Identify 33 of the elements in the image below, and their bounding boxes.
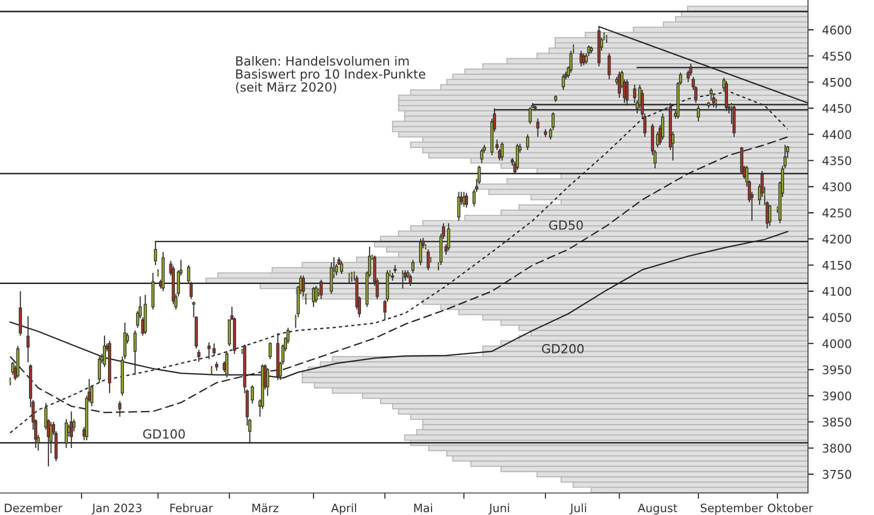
x-tick-label: April bbox=[331, 503, 356, 514]
series-label: GD200 bbox=[542, 344, 584, 354]
x-tick-label: Dezember bbox=[4, 503, 63, 512]
y-tick-label: 4200 bbox=[822, 234, 852, 244]
x-tick-label: Oktober bbox=[768, 503, 814, 512]
y-tick-label: 4000 bbox=[822, 339, 852, 348]
x-tick-label: Jan 2023 bbox=[92, 504, 142, 514]
y-tick-label: 3800 bbox=[822, 444, 852, 453]
y-tick-label: 4550 bbox=[822, 52, 852, 61]
y-tick-label: 4350 bbox=[822, 156, 852, 166]
x-tick-label: Mai bbox=[414, 503, 432, 512]
y-tick-label: 3900 bbox=[822, 391, 852, 400]
x-tick-label: Juni bbox=[488, 503, 509, 514]
y-tick-label: 4100 bbox=[822, 286, 852, 296]
x-tick-label: Juli bbox=[570, 503, 586, 514]
y-tick-label: 4450 bbox=[822, 104, 852, 113]
x-tick-label: Februar bbox=[170, 503, 214, 512]
y-tick-label: 3950 bbox=[822, 365, 852, 374]
y-tick-label: 3750 bbox=[822, 470, 852, 479]
y-tick-label: 4250 bbox=[822, 208, 852, 218]
y-tick-label: 4400 bbox=[822, 130, 852, 140]
x-tick-label: August bbox=[638, 504, 678, 514]
y-tick-label: 4050 bbox=[822, 313, 852, 322]
x-tick-label: März bbox=[252, 503, 278, 512]
y-tick-label: 4150 bbox=[822, 260, 852, 270]
annotation: Balken: Handelsvolumen im Basiswert pro 10 Index-Punkte (seit März 2020) bbox=[236, 56, 426, 94]
series-label: GD50 bbox=[549, 220, 583, 230]
y-tick-label: 4300 bbox=[822, 182, 852, 192]
y-tick-label: 3850 bbox=[822, 418, 852, 427]
x-tick-label: September bbox=[700, 503, 764, 514]
y-tick-label: 4500 bbox=[822, 78, 852, 87]
y-tick-label: 4600 bbox=[822, 26, 852, 34]
series-label: GD100 bbox=[143, 429, 185, 439]
